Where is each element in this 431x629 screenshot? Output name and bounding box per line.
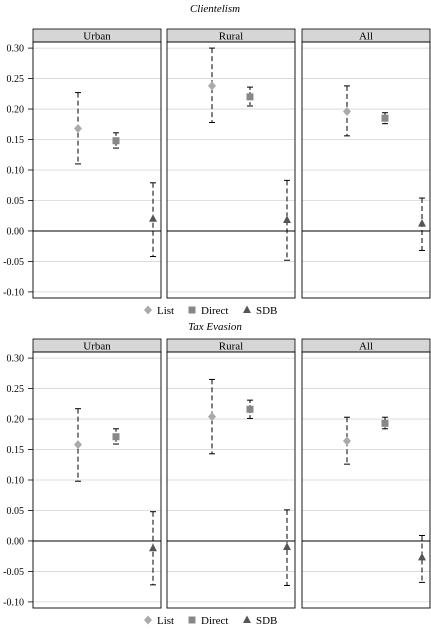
chart-title: Clientelism [190,3,240,15]
sdb-point [418,552,426,561]
y-tick-label: 0.05 [7,196,25,207]
direct-point [246,405,254,413]
sdb-point [283,215,291,223]
sdb-legend-marker [243,615,251,623]
sdb-point [149,214,157,222]
chart-2: Tax Evasion 0.30 0.25 0.20 0.15 0.10 0.05 0.00 -… [3,321,431,627]
panel-all: All [301,28,431,299]
panel-frame [301,41,431,299]
legend: List Direct SDB [144,305,277,317]
panel-frame [301,351,431,609]
legend-label: List [157,305,174,317]
y-tick-label: 0.20 [7,415,25,426]
direct-point [381,419,389,427]
list-point [208,81,216,91]
legend-label: Direct [201,305,228,317]
panel-frame [32,351,162,609]
y-tick-label: 0.20 [7,105,25,116]
list-point [74,124,82,134]
y-tick-label: -0.10 [3,287,24,298]
panel-label: Urban [83,341,111,353]
panel-frame [166,351,296,609]
y-tick-label: 0.00 [7,536,25,547]
sdb-point [418,219,426,227]
y-tick-label: -0.10 [3,597,24,608]
direct-point [381,114,389,122]
y-tick-label: 0.10 [7,476,25,487]
panel-frame [166,41,296,299]
panel-urban: Urban [32,338,162,609]
panel-urban: Urban [32,28,162,299]
direct-point [112,433,120,441]
chart-title: Tax Evasion [188,321,242,333]
y-tick-label: 0.00 [7,226,25,237]
direct-point [246,93,254,101]
legend-label: List [157,615,174,627]
y-tick-label: 0.15 [7,135,25,146]
list-legend-marker [144,615,152,625]
panel-frame [32,41,162,299]
legend-label: SDB [256,615,277,627]
y-tick-label: 0.10 [7,166,25,177]
list-point [74,440,82,450]
panel-label: All [359,31,373,43]
direct-legend-marker [188,306,196,314]
panel-label: Rural [219,341,243,353]
panel-rural: Rural [166,338,296,609]
legend-label: Direct [201,615,228,627]
legend: List Direct SDB [144,615,277,627]
y-tick-label: -0.05 [3,257,24,268]
y-tick-label: 0.05 [7,506,25,517]
panel-rural: Rural [166,28,296,299]
sdb-point [149,543,157,552]
panel-label: All [359,341,373,353]
y-tick-label: 0.30 [7,44,25,55]
y-tick-label: -0.05 [3,567,24,578]
y-tick-label: 0.15 [7,445,25,456]
direct-legend-marker [188,616,196,624]
panel-label: Urban [83,31,111,43]
y-tick-label: 0.25 [7,74,25,85]
list-point [208,412,216,422]
list-point [343,436,351,446]
y-tick-label: 0.30 [7,354,25,365]
sdb-point [283,542,291,551]
list-point [343,106,351,116]
list-legend-marker [144,305,152,315]
direct-point [112,137,120,145]
panel-label: Rural [219,31,243,43]
panel-all: All [301,338,431,609]
legend-label: SDB [256,305,277,317]
y-tick-label: 0.25 [7,384,25,395]
chart-1: Clientelism 0.30 0.25 0.20 0.15 0.10 0.05 0.00 -… [3,3,431,317]
sdb-legend-marker [243,305,251,313]
